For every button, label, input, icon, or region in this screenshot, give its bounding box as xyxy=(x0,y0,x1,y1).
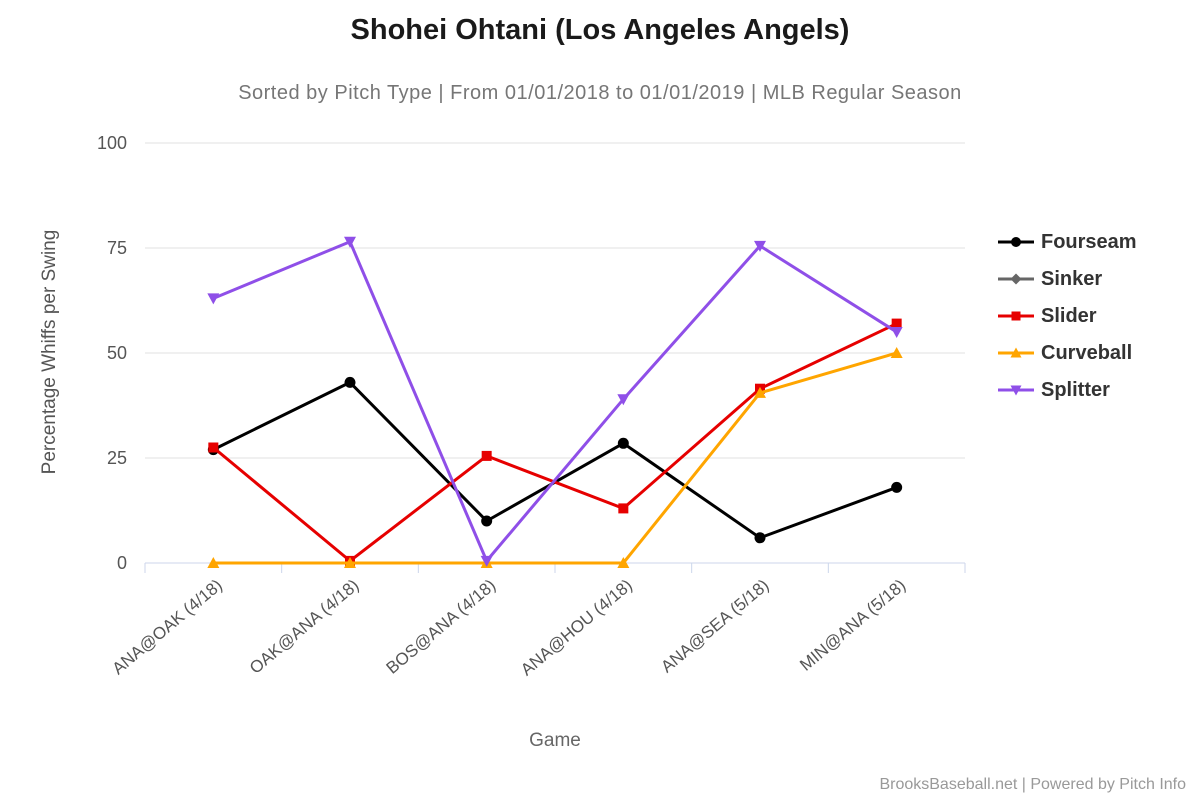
marker-splitter xyxy=(344,236,356,248)
marker-slider xyxy=(618,503,629,514)
marker-curveball xyxy=(890,347,903,358)
series-line-curveball xyxy=(213,351,898,565)
legend: Fourseam Sinker Slider Curveball Splitter xyxy=(998,228,1137,404)
page-title: Shohei Ohtani (Los Angeles Angels) xyxy=(350,14,850,46)
marker-curveball xyxy=(617,557,630,568)
marker-splitter xyxy=(480,555,493,567)
legend-item-slider[interactable]: Slider xyxy=(998,302,1137,330)
marker-fourseam xyxy=(344,376,356,388)
legend-marker-circle-icon xyxy=(998,237,1034,247)
x-axis-title: Game xyxy=(529,730,581,751)
x-tick-label: ANA@HOU (4/18) xyxy=(517,576,636,680)
legend-item-sinker[interactable]: Sinker xyxy=(998,265,1137,293)
x-tick-label: ANA@OAK (4/18) xyxy=(109,576,226,679)
legend-item-fourseam[interactable]: Fourseam xyxy=(998,228,1137,256)
legend-label: Curveball xyxy=(1041,341,1133,364)
marker-fourseam xyxy=(481,515,493,527)
marker-curveball xyxy=(207,557,220,568)
marker-slider xyxy=(208,442,219,453)
marker-fourseam xyxy=(754,532,766,544)
marker-splitter xyxy=(617,394,630,406)
legend-item-splitter[interactable]: Splitter xyxy=(998,376,1137,404)
marker-splitter xyxy=(754,240,766,252)
marker-slider xyxy=(891,318,902,329)
marker-curveball xyxy=(754,386,766,398)
legend-label: Sinker xyxy=(1041,267,1103,290)
legend-marker-diamond-icon xyxy=(998,273,1034,285)
legend-marker-triangle-down-icon xyxy=(998,385,1034,396)
y-tick-label: 0 xyxy=(117,553,127,573)
series-line-fourseam xyxy=(212,380,898,540)
x-tick-label: OAK@ANA (4/18) xyxy=(246,576,363,678)
marker-splitter xyxy=(207,293,220,305)
y-tick-label: 75 xyxy=(107,238,127,258)
page-subtitle: Sorted by Pitch Type | From 01/01/2018 t… xyxy=(238,82,962,104)
marker-splitter xyxy=(890,327,903,338)
x-tick-label: BOS@ANA (4/18) xyxy=(383,576,500,678)
legend-marker-square-icon xyxy=(998,311,1034,321)
marker-curveball xyxy=(344,557,356,568)
legend-label: Fourseam xyxy=(1041,230,1137,253)
legend-label: Splitter xyxy=(1041,378,1110,401)
y-axis-title: Percentage Whiffs per Swing xyxy=(39,229,60,475)
legend-marker-triangle-up-icon xyxy=(998,347,1034,358)
x-tick-label: ANA@SEA (5/18) xyxy=(657,576,772,677)
marker-slider xyxy=(481,450,492,461)
legend-label: Slider xyxy=(1041,304,1097,327)
legend-item-curveball[interactable]: Curveball xyxy=(998,339,1137,367)
series-line-splitter xyxy=(212,240,898,563)
y-tick-label: 50 xyxy=(107,343,127,363)
y-tick-label: 100 xyxy=(97,133,127,153)
x-tick-label: MIN@ANA (5/18) xyxy=(796,576,909,675)
y-tick-label: 25 xyxy=(107,448,127,468)
marker-fourseam xyxy=(891,481,903,493)
marker-fourseam xyxy=(617,437,629,449)
footer-credit: BrooksBaseball.net | Powered by Pitch In… xyxy=(879,776,1186,793)
